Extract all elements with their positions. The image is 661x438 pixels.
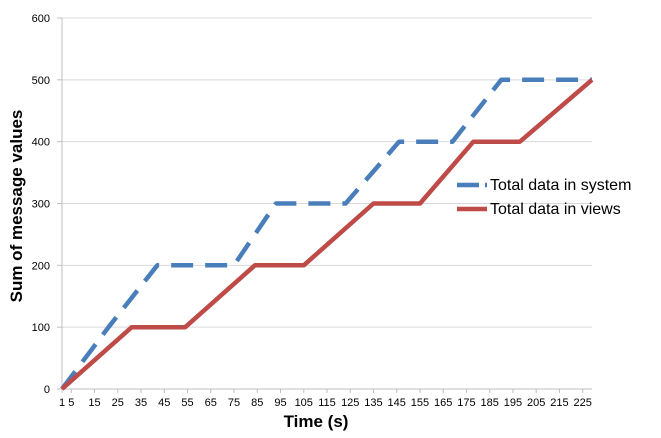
gridlines bbox=[62, 17, 592, 328]
series-line-2 bbox=[60, 78, 594, 391]
x-tick-label: 195 bbox=[504, 397, 522, 409]
x-tick-label: 125 bbox=[341, 397, 359, 409]
y-tick-label: 400 bbox=[32, 137, 50, 149]
x-tick-label: 25 bbox=[112, 397, 124, 409]
x-tick-label: 135 bbox=[364, 397, 382, 409]
x-tick-label: 15 bbox=[88, 397, 100, 409]
x-tick-label: 185 bbox=[481, 397, 499, 409]
x-tick-label: 105 bbox=[295, 397, 313, 409]
x-tick-label: 45 bbox=[158, 397, 170, 409]
x-tick-label: 225 bbox=[574, 397, 592, 409]
y-tick-label: 600 bbox=[32, 13, 50, 25]
legend: Total data in system Total data in views bbox=[457, 177, 631, 218]
legend-label-2: Total data in views bbox=[490, 201, 621, 218]
x-axis-title: Time (s) bbox=[284, 412, 349, 431]
y-tick-label: 500 bbox=[32, 75, 50, 87]
axes bbox=[57, 17, 592, 393]
series-lines bbox=[60, 77, 594, 391]
x-tick-label: 215 bbox=[550, 397, 568, 409]
tick-labels: 0 100 200 300 400 500 600 1 5 15 25 35 45 55 65 75 85 95 1… bbox=[32, 13, 592, 409]
x-tick-label: 165 bbox=[434, 397, 452, 409]
x-tick-label: 155 bbox=[411, 397, 429, 409]
x-tick-label: 95 bbox=[274, 397, 286, 409]
x-tick-label: 65 bbox=[205, 397, 217, 409]
y-axis-title: Sum of message values bbox=[7, 110, 26, 303]
x-tick-label: 5 bbox=[68, 397, 74, 409]
legend-label-1: Total data in system bbox=[490, 177, 631, 194]
y-tick-label: 0 bbox=[44, 384, 50, 396]
y-tick-label: 100 bbox=[32, 322, 50, 334]
x-tick-label: 1 bbox=[59, 397, 65, 409]
x-tick-label: 175 bbox=[457, 397, 475, 409]
y-tick-label: 300 bbox=[32, 199, 50, 211]
x-tick-label: 145 bbox=[388, 397, 406, 409]
x-tick-label: 115 bbox=[318, 397, 336, 409]
x-tick-label: 35 bbox=[135, 397, 147, 409]
x-tick-label: 55 bbox=[181, 397, 193, 409]
x-tick-label: 75 bbox=[228, 397, 240, 409]
y-tick-label: 200 bbox=[32, 260, 50, 272]
x-tick-label: 205 bbox=[527, 397, 545, 409]
x-tick-label: 85 bbox=[251, 397, 263, 409]
series-line-1 bbox=[60, 77, 592, 391]
